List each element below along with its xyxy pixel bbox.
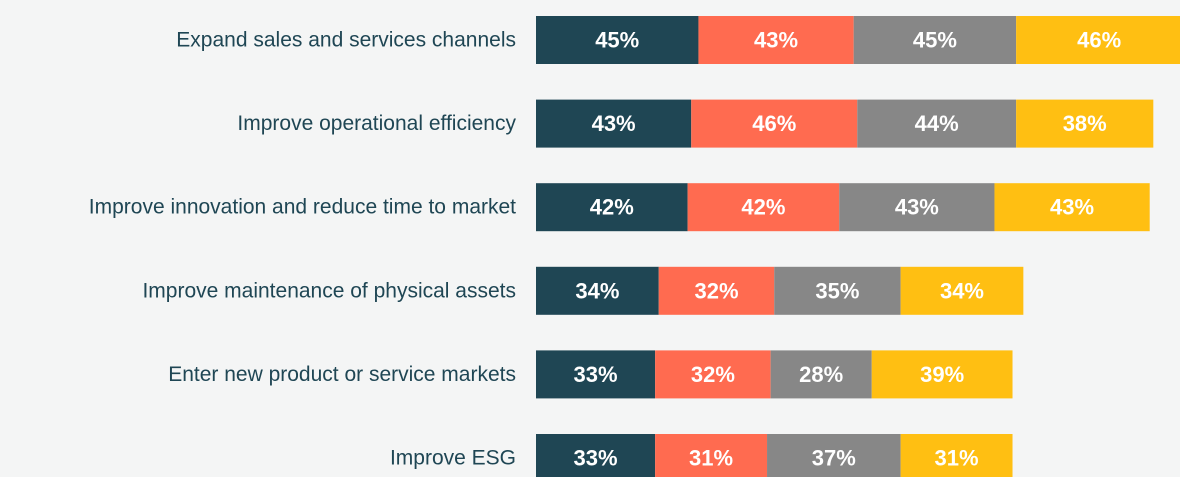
value-label: 35% [815,278,859,303]
value-label: 45% [595,28,639,53]
value-label: 43% [754,28,798,53]
category-label: Improve maintenance of physical assets [142,279,516,302]
value-label: 46% [1077,28,1121,53]
bar-segment [698,16,854,64]
bar-segment [536,183,688,232]
bar-segment [900,266,1024,315]
bar-segment [658,266,775,315]
value-label: 43% [895,195,939,220]
value-label: 42% [741,195,785,220]
category-label: Expand sales and services channels [176,29,516,52]
bar-segment [871,350,1013,399]
bar-segment [774,266,901,315]
value-label: 34% [575,278,619,303]
value-label: 46% [752,111,796,136]
value-label: 43% [1050,195,1094,220]
bar-segment [1016,16,1180,64]
value-label: 38% [1063,111,1107,136]
value-label: 42% [590,195,634,220]
bar-segment [857,99,1017,148]
bar-segment [900,434,1013,477]
bar-segment [839,183,995,232]
category-label: Improve ESG [390,447,516,470]
bar-segment [655,434,768,477]
bar-segment [536,350,656,399]
value-label: 39% [920,362,964,387]
bar-segment [691,99,858,148]
bar-segment [536,266,659,315]
value-label: 43% [592,111,636,136]
value-label: 33% [574,446,618,471]
value-label: 44% [915,111,959,136]
value-label: 34% [940,278,984,303]
bar-segment [536,434,656,477]
value-label: 31% [935,446,979,471]
bar-segment [687,183,840,232]
value-label: 32% [694,278,738,303]
bar-segment [767,434,901,477]
bar-segment [536,99,692,148]
bar-segment [655,350,771,399]
category-label: Improve operational efficiency [237,112,516,135]
value-label: 33% [574,362,618,387]
bar-segment [536,16,699,64]
bar-segment [770,350,872,399]
value-label: 28% [799,362,843,387]
value-label: 31% [689,446,733,471]
value-label: 45% [913,28,957,53]
category-label: Improve innovation and reduce time to ma… [89,196,516,219]
category-label: Enter new product or service markets [168,363,516,386]
value-label: 32% [691,362,735,387]
bar-segment [1016,99,1154,148]
bar-segment [853,16,1017,64]
value-label: 37% [812,446,856,471]
bar-segment [994,183,1150,232]
